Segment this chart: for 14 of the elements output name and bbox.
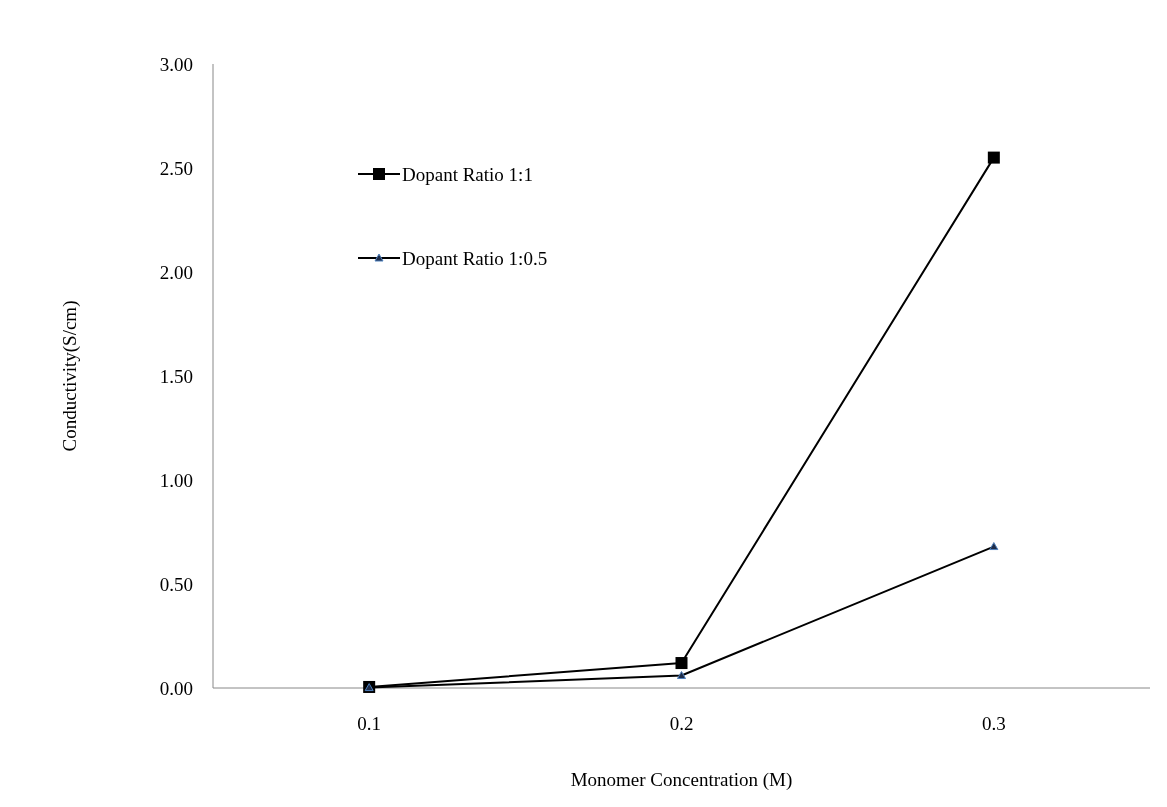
legend-label: Dopant Ratio 1:0.5 [402,247,548,269]
y-tick-label: 2.50 [159,157,193,179]
y-tick-label: 1.00 [159,469,193,491]
y-tick-label: 0.00 [159,677,193,699]
y-axis-title: Conductivity(S/cm) [59,300,81,452]
y-tick-label: 1.50 [159,365,193,387]
legend-label: Dopant Ratio 1:1 [402,163,533,185]
x-tick-label: 0.2 [669,713,694,734]
y-tick-label: 0.50 [159,573,193,595]
y-tick-label: 2.00 [159,261,193,283]
x-axis-title: Monomer Concentration (M) [570,769,793,791]
x-tick-label: 0.3 [981,713,1006,734]
y-tick-label: 3.00 [159,53,193,75]
x-tick-label: 0.1 [357,713,382,734]
